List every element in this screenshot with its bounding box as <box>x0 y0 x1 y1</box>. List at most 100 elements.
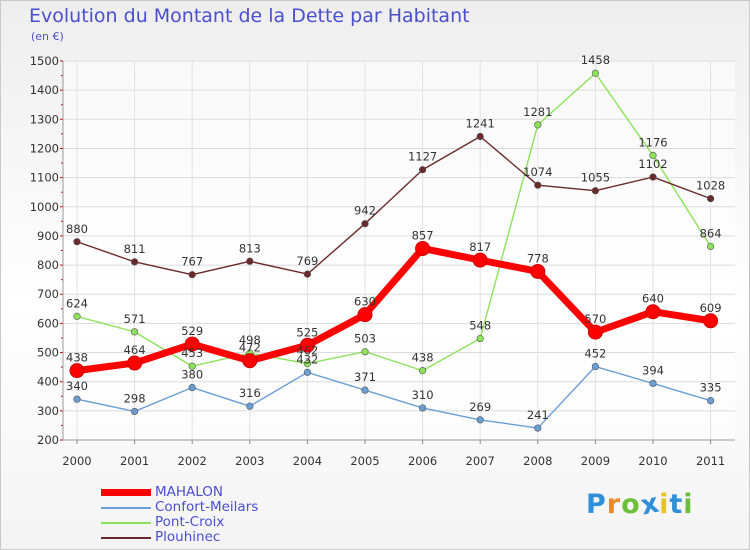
data-label: 548 <box>469 319 491 333</box>
x-tick-label: 2002 <box>178 454 207 468</box>
data-label: 942 <box>354 204 376 218</box>
series-pont-croix <box>73 69 715 375</box>
data-label: 371 <box>354 370 376 384</box>
y-tick-label: 200 <box>37 433 59 447</box>
data-label: 241 <box>527 408 549 422</box>
brand-letter: r <box>606 489 622 520</box>
x-tick-label: 2007 <box>466 454 495 468</box>
brand-logo: Proxiti <box>586 487 694 521</box>
data-label: 394 <box>642 363 664 377</box>
data-point <box>645 304 661 320</box>
brand-letter: t <box>669 489 684 520</box>
data-point <box>131 328 139 336</box>
legend-item: Plouhinec <box>101 530 258 545</box>
data-point <box>361 220 369 228</box>
data-point <box>188 383 196 392</box>
data-point <box>69 363 85 379</box>
data-label: 316 <box>239 386 261 400</box>
data-point <box>361 348 369 356</box>
brand-letter: i <box>683 489 694 520</box>
y-tick-label: 900 <box>37 229 59 243</box>
data-point <box>242 353 258 369</box>
data-label: 298 <box>124 391 146 405</box>
y-tick-label: 1500 <box>30 54 59 68</box>
data-point <box>534 424 542 432</box>
y-tick-label: 1200 <box>30 141 59 155</box>
y-tick-label: 800 <box>37 258 59 272</box>
data-label: 462 <box>296 344 318 358</box>
y-tick-label: 500 <box>37 346 59 360</box>
brand-letter: o <box>621 489 641 520</box>
data-label: 498 <box>239 333 261 347</box>
series-line <box>76 135 712 276</box>
data-label: 452 <box>584 347 606 361</box>
data-point <box>131 258 139 266</box>
y-tick-label: 1400 <box>30 83 59 97</box>
data-label: 380 <box>181 368 203 382</box>
y-tick-label: 700 <box>37 287 59 301</box>
data-point <box>649 379 657 388</box>
data-point <box>357 307 373 323</box>
data-label: 811 <box>124 242 146 256</box>
data-label: 269 <box>469 400 491 414</box>
data-label: 310 <box>412 388 434 402</box>
x-tick-label: 2000 <box>62 454 91 468</box>
data-label: 570 <box>584 312 606 326</box>
x-tick-label: 2008 <box>523 454 552 468</box>
data-label: 609 <box>700 301 722 315</box>
plot-area <box>63 61 735 440</box>
data-point <box>246 257 254 265</box>
data-label: 453 <box>181 346 203 360</box>
data-label: 1102 <box>638 157 667 171</box>
x-tick-label: 2003 <box>235 454 264 468</box>
data-label: 335 <box>700 381 722 395</box>
data-point <box>73 238 81 246</box>
data-point <box>131 407 139 416</box>
data-point <box>706 242 715 251</box>
data-point <box>188 271 196 279</box>
data-point <box>415 240 431 256</box>
data-label: 464 <box>124 343 146 357</box>
legend-item: Pont-Croix <box>101 515 258 530</box>
series-confort-meilars <box>73 362 715 432</box>
data-point <box>246 402 254 410</box>
data-label: 432 <box>296 352 318 366</box>
data-label: 630 <box>354 295 376 309</box>
data-point <box>303 368 312 376</box>
y-tick-label: 1000 <box>30 200 59 214</box>
legend-swatch <box>101 536 151 539</box>
data-label: 1458 <box>581 53 610 67</box>
legend-item: Confort-Meilars <box>101 500 258 515</box>
series-line <box>76 72 712 372</box>
data-point <box>127 355 143 371</box>
data-point <box>184 336 200 352</box>
data-label: 864 <box>700 226 722 240</box>
y-tick-label: 300 <box>37 404 59 418</box>
brand-letter: P <box>586 489 607 520</box>
data-point <box>419 166 427 174</box>
data-point <box>649 151 657 160</box>
y-tick-label: 400 <box>37 375 59 389</box>
data-label: 624 <box>66 296 88 310</box>
data-point <box>476 334 484 343</box>
data-point <box>73 312 81 320</box>
data-point <box>591 69 600 77</box>
data-point <box>591 362 600 371</box>
data-label: 880 <box>66 222 88 236</box>
data-point <box>188 362 196 370</box>
legend-swatch <box>101 521 151 524</box>
data-point <box>591 187 600 195</box>
y-tick-label: 1100 <box>30 171 59 185</box>
brand-letter: i <box>659 489 670 520</box>
data-point <box>419 404 427 412</box>
data-point <box>649 173 657 181</box>
data-label: 857 <box>412 228 434 242</box>
data-point <box>303 270 312 278</box>
data-label: 1028 <box>696 179 725 193</box>
data-point <box>299 337 315 353</box>
data-label: 813 <box>239 241 261 255</box>
y-tick-label: 1300 <box>30 112 59 126</box>
data-label: 472 <box>239 341 261 355</box>
